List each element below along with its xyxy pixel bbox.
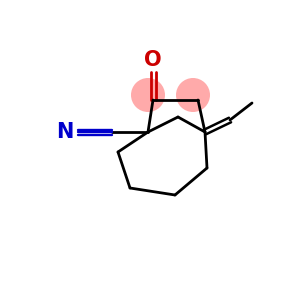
Circle shape bbox=[131, 78, 165, 112]
Text: N: N bbox=[56, 122, 74, 142]
Text: O: O bbox=[144, 50, 162, 70]
Circle shape bbox=[176, 78, 210, 112]
